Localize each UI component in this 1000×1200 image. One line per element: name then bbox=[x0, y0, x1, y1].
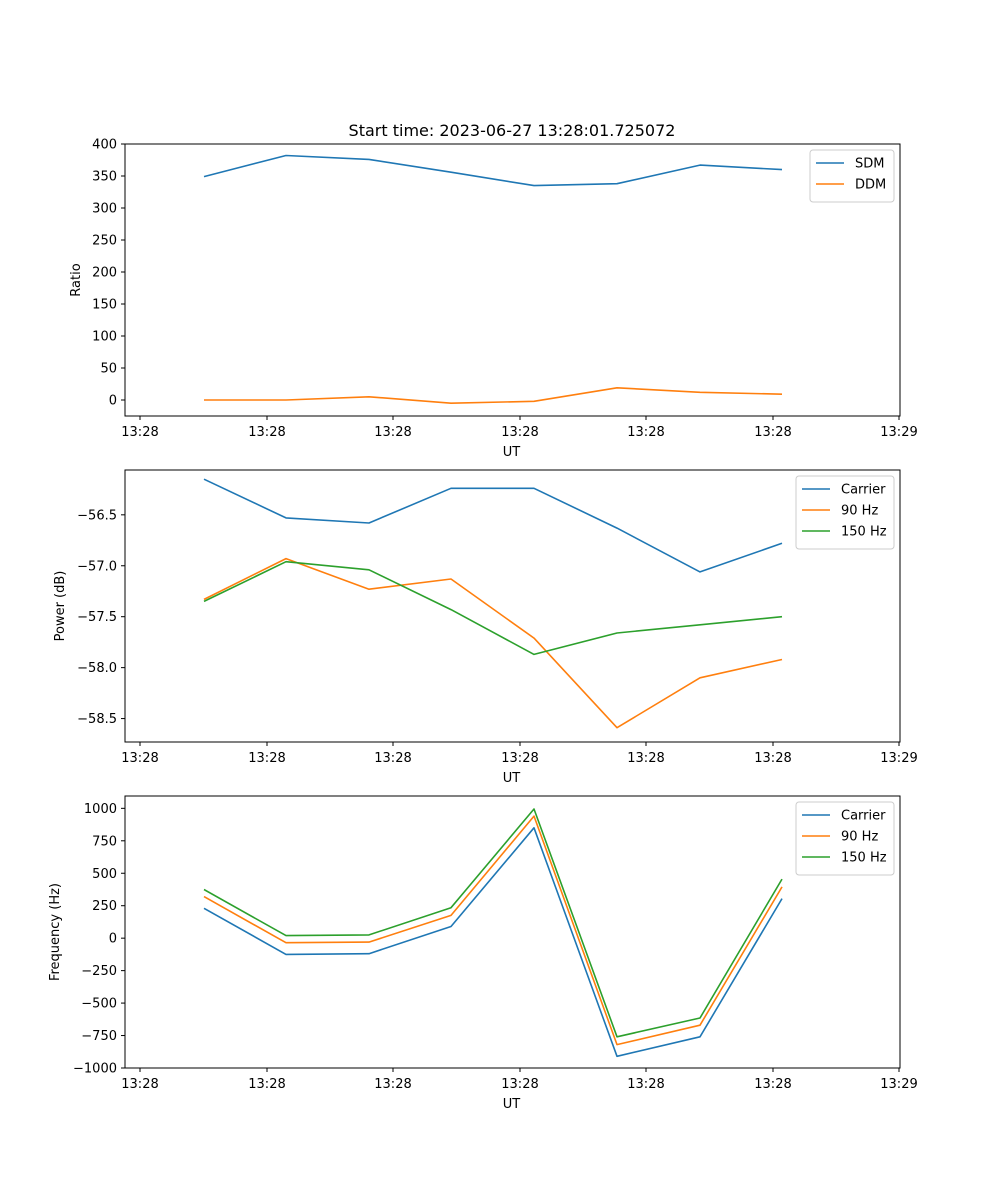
x-tick-label: 13:29 bbox=[880, 425, 917, 440]
axes-frame bbox=[124, 143, 901, 417]
x-tick-label: 13:28 bbox=[121, 1077, 158, 1092]
x-tick-label: 13:28 bbox=[627, 1077, 664, 1092]
series-line-ddm bbox=[204, 386, 783, 405]
y-tick-label: 250 bbox=[92, 899, 117, 914]
x-tick-label: 13:28 bbox=[754, 751, 791, 766]
x-tick-label: 13:28 bbox=[501, 1077, 538, 1092]
x-axis-label: UT bbox=[503, 445, 521, 460]
y-axis-label: Power (dB) bbox=[53, 571, 68, 642]
x-tick-label: 13:28 bbox=[248, 751, 285, 766]
y-tick-label: 1000 bbox=[84, 802, 117, 817]
y-tick-label: 750 bbox=[92, 834, 117, 849]
series-line-150-hz bbox=[203, 808, 783, 1038]
legend-entry: 150 Hz bbox=[841, 525, 887, 540]
y-tick-label: 250 bbox=[92, 234, 117, 249]
legend: SDM DDM bbox=[809, 149, 895, 203]
y-tick-label: 400 bbox=[92, 138, 117, 153]
y-tick-label: 0 bbox=[109, 394, 117, 409]
axes-frame bbox=[124, 469, 901, 743]
series-line-sdm bbox=[203, 154, 783, 187]
x-tick-label: 13:28 bbox=[374, 425, 411, 440]
legend-entry: 90 Hz bbox=[841, 504, 878, 519]
legend-entry: SDM bbox=[855, 157, 884, 172]
x-tick-label: 13:28 bbox=[248, 425, 285, 440]
x-axis-label: UT bbox=[503, 1097, 521, 1112]
y-tick-label: 150 bbox=[92, 298, 117, 313]
y-axis-label: Frequency (Hz) bbox=[48, 883, 63, 981]
x-tick-label: 13:28 bbox=[374, 751, 411, 766]
panel-2: 13:28 13:28 13:28 13:28 13:28 13:28 13:29 −58.5… bbox=[53, 469, 918, 786]
x-tick-label: 13:28 bbox=[501, 425, 538, 440]
x-tick-label: 13:28 bbox=[627, 425, 664, 440]
y-tick-label: 100 bbox=[92, 330, 117, 345]
legend: Carrier 90 Hz 150 Hz bbox=[795, 475, 895, 550]
x-tick-label: 13:29 bbox=[880, 751, 917, 766]
y-tick-label: 350 bbox=[92, 170, 117, 185]
y-tick-label: −750 bbox=[81, 1029, 117, 1044]
legend-entry: Carrier bbox=[841, 809, 886, 824]
y-tick-label: 500 bbox=[92, 867, 117, 882]
x-tick-label: 13:28 bbox=[754, 1077, 791, 1092]
panel-3: 13:28 13:28 13:28 13:28 13:28 13:28 13:29 −1000… bbox=[48, 795, 918, 1112]
axes-frame bbox=[124, 795, 901, 1069]
y-tick-label: −56.5 bbox=[77, 508, 117, 523]
x-tick-label: 13:29 bbox=[880, 1077, 917, 1092]
x-tick-label: 13:28 bbox=[248, 1077, 285, 1092]
y-tick-label: −58.5 bbox=[77, 712, 117, 727]
y-tick-label: 200 bbox=[92, 266, 117, 281]
x-axis-label: UT bbox=[503, 771, 521, 786]
y-tick-label: −57.5 bbox=[77, 610, 117, 625]
y-tick-label: 0 bbox=[109, 932, 117, 947]
legend-entry: Carrier bbox=[841, 483, 886, 498]
x-tick-label: 13:28 bbox=[501, 751, 538, 766]
series-line-90-hz bbox=[203, 557, 783, 729]
x-tick-label: 13:28 bbox=[754, 425, 791, 440]
series-line-carrier bbox=[203, 826, 783, 1058]
series-line-90-hz bbox=[203, 815, 783, 1046]
series-line-carrier bbox=[203, 478, 783, 573]
y-tick-label: 50 bbox=[100, 362, 117, 377]
legend: Carrier 90 Hz 150 Hz bbox=[795, 801, 895, 876]
x-tick-label: 13:28 bbox=[121, 425, 158, 440]
y-tick-label: −250 bbox=[81, 964, 117, 979]
legend-entry: 90 Hz bbox=[841, 830, 878, 845]
panels-group: 13:28 13:28 13:28 13:28 13:28 13:28 13:29 0 50 10… bbox=[48, 138, 918, 1113]
series-line-150-hz bbox=[203, 560, 783, 656]
panel-1: 13:28 13:28 13:28 13:28 13:28 13:28 13:29 0 50 10… bbox=[69, 138, 918, 461]
x-tick-label: 13:28 bbox=[374, 1077, 411, 1092]
figure-title: Start time: 2023-06-27 13:28:01.725072 bbox=[349, 121, 676, 140]
y-tick-label: −500 bbox=[81, 997, 117, 1012]
y-tick-label: 300 bbox=[92, 202, 117, 217]
y-axis-label: Ratio bbox=[69, 263, 84, 296]
x-tick-label: 13:28 bbox=[121, 751, 158, 766]
y-tick-label: −57.0 bbox=[77, 559, 117, 574]
y-tick-label: −1000 bbox=[73, 1062, 117, 1077]
x-tick-label: 13:28 bbox=[627, 751, 664, 766]
legend-entry: DDM bbox=[855, 178, 886, 193]
y-tick-label: −58.0 bbox=[77, 661, 117, 676]
legend-entry: 150 Hz bbox=[841, 851, 887, 866]
